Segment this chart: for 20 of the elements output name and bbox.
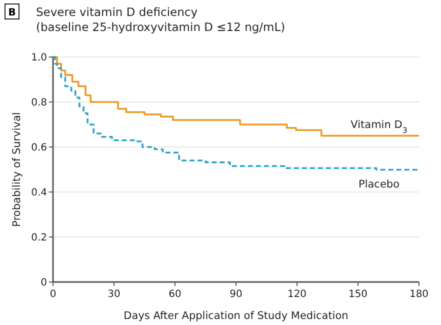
x-tick-label: 120	[287, 289, 307, 300]
x-tick-label: 150	[348, 289, 368, 300]
x-tick-label: 0	[50, 289, 56, 300]
x-axis-title: Days After Application of Study Medication	[124, 310, 348, 322]
x-tick-label: 90	[230, 289, 242, 300]
y-tick-label: 0	[40, 278, 47, 288]
chart-title: Severe vitamin D deficiency	[36, 5, 198, 19]
x-tick-label: 30	[108, 289, 120, 300]
series-label: Placebo	[358, 178, 400, 191]
y-tick-label: 0.6	[31, 142, 47, 154]
text: B	[8, 8, 16, 18]
y-tick-label: 0.4	[31, 188, 47, 198]
y-axis-title: Probability of Survival	[11, 112, 23, 227]
y-tick-label: 1.0	[31, 52, 47, 64]
x-tick-label: 60	[168, 289, 182, 300]
series-label: Vitamin D$_{3}$	[350, 118, 408, 134]
y-tick-label: 0.2	[31, 232, 47, 244]
y-tick-label: 0.8	[31, 98, 47, 108]
x-tick-label: 180	[409, 289, 429, 300]
chart-subtitle: (baseline 25-hydroxyvitamin D ≤12 ng/mL)	[36, 20, 286, 34]
